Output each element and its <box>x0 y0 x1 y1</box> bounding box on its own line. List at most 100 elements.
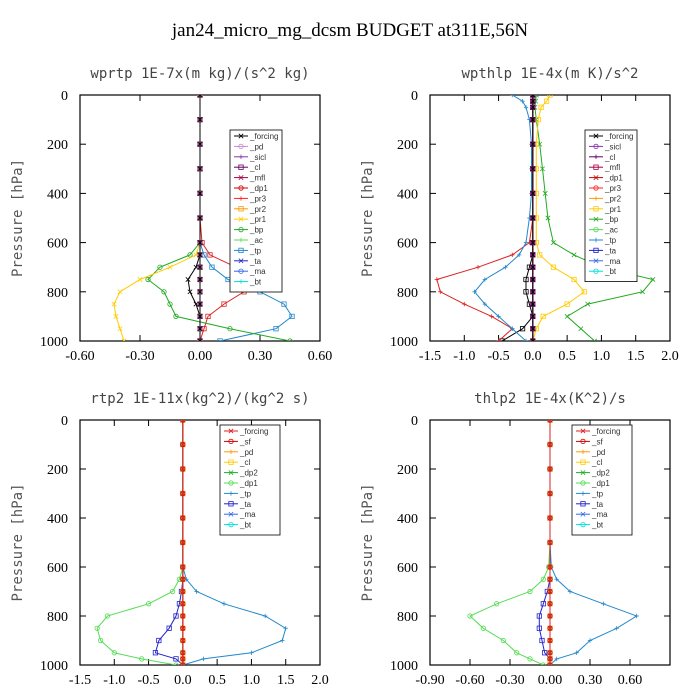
data-point <box>180 540 186 545</box>
y-axis-label: Pressure [hPa] <box>10 159 26 277</box>
chart-title: rtp2 1E-11x(kg^2)/(kg^2 s) <box>90 391 309 407</box>
legend-entry: _sicl <box>249 153 266 162</box>
legend-marker <box>580 511 586 517</box>
legend-entry: _forcing <box>604 132 633 141</box>
y-tick-label: 400 <box>397 187 418 202</box>
legend-entry: _sf <box>239 437 251 446</box>
data-point <box>547 564 553 570</box>
data-point <box>287 338 293 341</box>
data-point <box>187 289 193 295</box>
data-point <box>578 326 584 332</box>
legend-entry: _sicl <box>604 142 621 151</box>
data-point <box>173 662 179 665</box>
data-point <box>547 656 553 662</box>
data-point <box>180 601 186 607</box>
plot-frame <box>79 419 321 666</box>
x-tick-label: 0.0 <box>174 673 192 688</box>
data-point <box>650 277 656 282</box>
y-tick-label: 0 <box>61 89 68 104</box>
data-point <box>530 117 536 123</box>
data-point <box>500 637 506 644</box>
chart-title: thlp2 1E-4x(K^2)/s <box>474 391 626 407</box>
data-point <box>197 141 203 147</box>
legend-marker <box>238 268 244 274</box>
y-tick-label: 1000 <box>40 659 68 674</box>
y-tick-label: 600 <box>47 237 68 252</box>
x-tick-label: -1.0 <box>453 349 475 364</box>
data-point <box>180 625 186 631</box>
legend-marker <box>580 438 586 444</box>
y-tick-label: 0 <box>411 89 418 104</box>
data-point <box>197 117 203 123</box>
data-point <box>166 625 172 631</box>
series-group <box>111 95 295 341</box>
chart-panel-3: rtp2 1E-11x(kg^2)/(kg^2 s) Pressure [hPa]… <box>10 391 329 688</box>
data-point <box>167 264 173 270</box>
data-point <box>197 326 203 332</box>
data-point <box>221 301 227 307</box>
data-point <box>571 252 577 258</box>
data-point <box>180 613 186 619</box>
data-point <box>547 95 553 98</box>
x-tick-label: 0.00 <box>188 349 213 364</box>
legend-entry: _pr2 <box>249 205 267 214</box>
data-point <box>542 190 548 196</box>
data-point <box>530 301 536 307</box>
data-point <box>180 442 186 447</box>
x-tick-label: 0.30 <box>248 349 273 364</box>
y-tick-label: 600 <box>397 561 418 576</box>
data-point <box>197 190 203 196</box>
data-point <box>547 613 553 619</box>
legend-entry: _forcing <box>249 132 278 141</box>
y-tick-label: 800 <box>47 286 68 301</box>
data-point <box>182 420 186 423</box>
chart-title: wprtp 1E-7x(m kg)/(s^2 kg) <box>90 66 309 82</box>
y-tick-label: 400 <box>47 187 68 202</box>
legend-entry: _mfl <box>604 163 620 172</box>
data-point <box>199 95 203 98</box>
data-point <box>547 650 553 656</box>
legend-marker <box>238 164 244 170</box>
data-point <box>530 313 536 319</box>
page-title: jan24_micro_mg_dcsm BUDGET at311E,56N <box>171 20 529 41</box>
data-point <box>111 650 117 656</box>
data-point <box>530 95 534 98</box>
y-tick-label: 800 <box>397 610 418 625</box>
legend-marker <box>238 185 244 191</box>
data-point <box>540 662 546 665</box>
data-point <box>156 637 162 644</box>
legend-marker <box>593 175 599 181</box>
x-tick-label: 1.0 <box>593 349 611 364</box>
data-point <box>182 662 186 665</box>
series-line-dp1 <box>96 420 184 665</box>
data-point <box>197 301 203 307</box>
y-tick-label: 400 <box>47 512 68 527</box>
data-point <box>494 601 500 607</box>
data-point <box>547 540 553 545</box>
data-point <box>538 104 544 110</box>
data-point <box>519 326 526 332</box>
x-tick-label: 0.5 <box>558 349 576 364</box>
data-point <box>113 313 119 319</box>
legend-marker <box>580 428 586 434</box>
data-point <box>121 338 125 341</box>
data-point <box>535 117 541 123</box>
legend-entry: _dp1 <box>239 479 258 488</box>
data-point <box>197 264 203 270</box>
legend-entry: _bt <box>249 278 262 287</box>
legend-entry: _ta <box>604 246 617 255</box>
data-point <box>180 466 186 472</box>
data-point <box>640 289 646 295</box>
data-point <box>523 289 529 295</box>
legend-entry: _bt <box>591 521 604 530</box>
data-point <box>550 264 557 270</box>
x-tick-label: -0.60 <box>65 349 94 364</box>
x-tick-label: -0.30 <box>495 673 524 688</box>
y-axis-label: Pressure [hPa] <box>360 159 376 277</box>
x-tick-label: -0.60 <box>455 673 484 688</box>
chart-panel-4: thlp2 1E-4x(K^2)/s Pressure [hPa] 0 200 400 6… <box>360 391 671 688</box>
data-point <box>197 215 203 221</box>
x-tick-label: -1.5 <box>69 673 91 688</box>
x-tick-label: 1.5 <box>277 673 295 688</box>
